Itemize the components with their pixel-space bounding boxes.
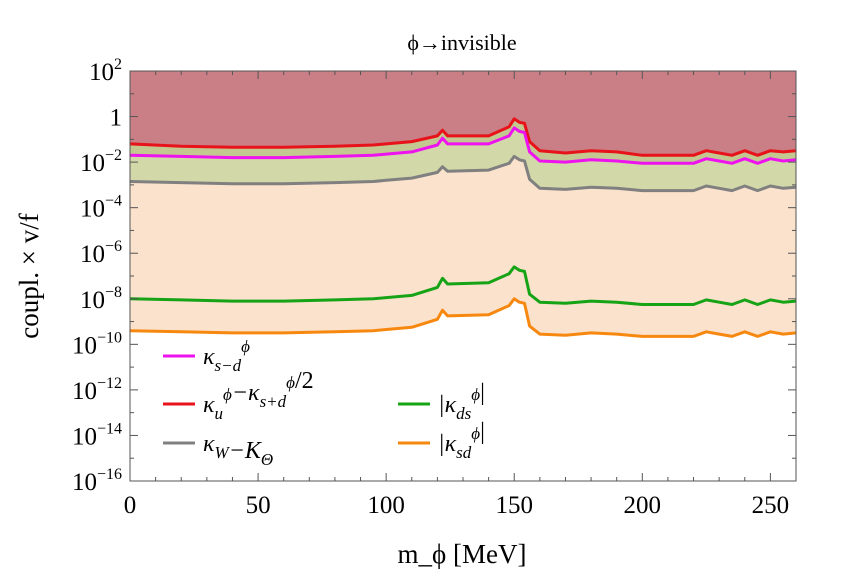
- x-axis-title: m_ϕ [MeV]: [398, 539, 527, 569]
- y-tick-label: 10−8: [80, 284, 122, 314]
- x-tick-label: 0: [124, 492, 137, 519]
- legend-label: |κsdϕ|: [438, 419, 485, 462]
- series-line-3: [129, 154, 797, 193]
- legend-label: κuϕ−κs+dϕ/2: [203, 368, 314, 423]
- series-line-5: [129, 297, 797, 338]
- y-tick-label: 10−16: [72, 466, 122, 496]
- series-line-1: [129, 117, 797, 157]
- x-tick-label: 50: [246, 492, 271, 519]
- y-tick-label: 10−10: [72, 329, 122, 359]
- y-tick-label: 1: [110, 105, 123, 132]
- x-tick-label: 150: [495, 492, 533, 519]
- chart-title: ϕ→invisible: [407, 30, 516, 55]
- plot-area: [129, 71, 797, 338]
- y-axis: 102 1 10−2 10−4 10−6 10−8 10−10 10−12 10−14 10−16: [72, 56, 796, 496]
- region-band-2: [130, 127, 796, 191]
- x-tick-label: 100: [367, 492, 405, 519]
- legend-label: κW−KΘ: [203, 431, 273, 469]
- series-line-4: [129, 265, 797, 306]
- region-excluded-top: [130, 71, 796, 156]
- y-tick-label: 10−4: [80, 193, 122, 223]
- legend-label: κs−dϕ: [203, 337, 250, 375]
- series-line-2: [129, 126, 797, 165]
- y-tick-label: 102: [89, 56, 122, 86]
- region-band-4: [130, 266, 796, 337]
- y-tick-label: 10−6: [80, 238, 122, 268]
- x-axis: 0 50 100 150 200 250: [124, 71, 789, 519]
- x-tick-label: 200: [624, 492, 662, 519]
- region-band-3: [130, 156, 796, 305]
- y-tick-label: 10−14: [72, 420, 122, 450]
- y-tick-label: 10−2: [80, 147, 122, 177]
- legend-label: |κdsϕ|: [438, 380, 485, 423]
- region-band-1: [130, 118, 796, 164]
- x-tick-label: 250: [752, 492, 790, 519]
- y-axis-title: coupl. × v/f: [14, 213, 44, 338]
- y-tick-label: 10−12: [72, 375, 122, 405]
